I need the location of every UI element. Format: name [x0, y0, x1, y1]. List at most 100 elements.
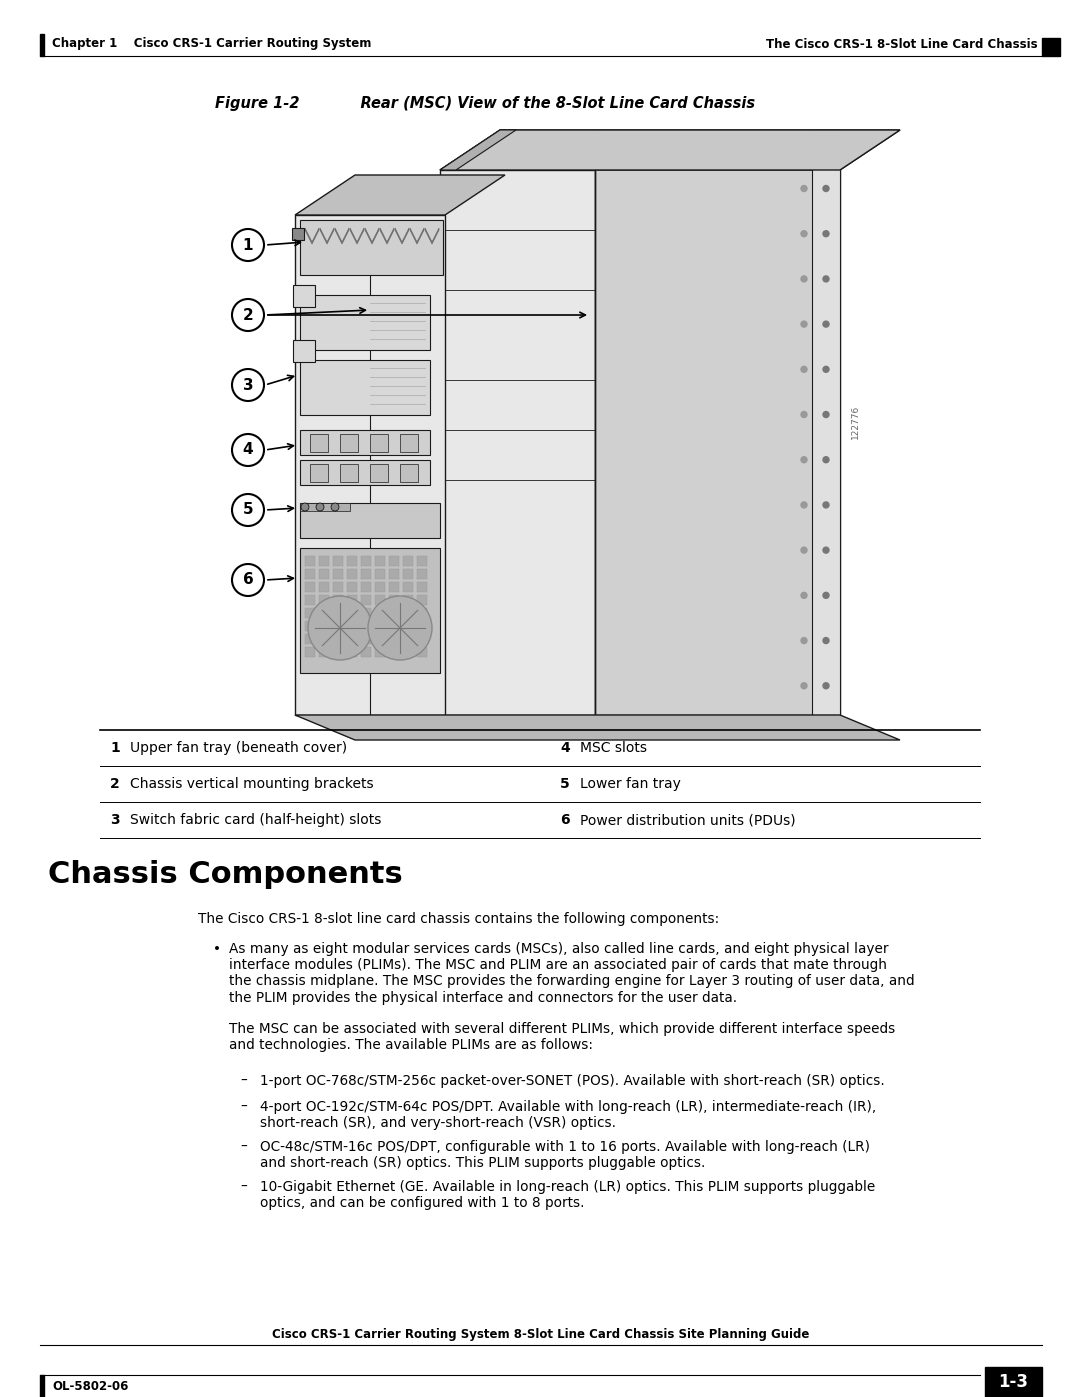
Bar: [305, 595, 315, 605]
Bar: [300, 430, 430, 455]
Circle shape: [368, 597, 432, 659]
Text: 1-port OC-768c/STM-256c packet-over-SONET (POS). Available with short-reach (SR): 1-port OC-768c/STM-256c packet-over-SONE…: [260, 1074, 885, 1088]
Bar: [417, 583, 427, 592]
Bar: [440, 170, 595, 715]
Bar: [319, 622, 329, 631]
Text: Chapter 1    Cisco CRS-1 Carrier Routing System: Chapter 1 Cisco CRS-1 Carrier Routing Sy…: [52, 38, 372, 50]
Bar: [403, 622, 413, 631]
Bar: [375, 647, 384, 657]
Bar: [1042, 38, 1059, 56]
Bar: [40, 34, 44, 56]
Text: 2: 2: [243, 307, 254, 323]
Bar: [595, 130, 840, 715]
Bar: [300, 503, 440, 538]
Bar: [417, 622, 427, 631]
Text: 10-Gigabit Ethernet (GE. Available in long-reach (LR) optics. This PLIM supports: 10-Gigabit Ethernet (GE. Available in lo…: [260, 1180, 875, 1210]
Text: Power distribution units (PDUs): Power distribution units (PDUs): [580, 813, 796, 827]
Bar: [305, 647, 315, 657]
Text: 4: 4: [561, 740, 570, 754]
Bar: [300, 295, 430, 351]
Text: 4: 4: [243, 443, 254, 457]
Text: The MSC can be associated with several different PLIMs, which provide different : The MSC can be associated with several d…: [229, 1023, 895, 1052]
Bar: [347, 608, 357, 617]
Bar: [340, 434, 357, 453]
Circle shape: [801, 457, 807, 462]
Bar: [400, 434, 418, 453]
Circle shape: [823, 637, 829, 644]
Bar: [40, 1375, 44, 1397]
Text: Chassis vertical mounting brackets: Chassis vertical mounting brackets: [130, 777, 374, 791]
Bar: [375, 583, 384, 592]
Circle shape: [316, 503, 324, 511]
Bar: [417, 608, 427, 617]
Polygon shape: [335, 228, 349, 244]
Bar: [347, 647, 357, 657]
Text: 2: 2: [110, 777, 120, 791]
Bar: [292, 228, 303, 240]
Bar: [347, 569, 357, 578]
Bar: [370, 434, 388, 453]
Circle shape: [823, 548, 829, 553]
Circle shape: [232, 495, 264, 527]
Circle shape: [823, 231, 829, 236]
Bar: [305, 634, 315, 644]
Bar: [300, 460, 430, 485]
Bar: [417, 569, 427, 578]
Bar: [300, 503, 350, 511]
Bar: [389, 583, 399, 592]
Polygon shape: [295, 175, 505, 215]
Bar: [333, 569, 343, 578]
Bar: [375, 569, 384, 578]
Bar: [305, 622, 315, 631]
Bar: [389, 595, 399, 605]
Text: Figure 1-2: Figure 1-2: [215, 96, 299, 110]
Bar: [293, 285, 315, 307]
Circle shape: [801, 277, 807, 282]
Polygon shape: [395, 228, 409, 244]
Bar: [400, 464, 418, 482]
Bar: [403, 634, 413, 644]
Bar: [319, 569, 329, 578]
Bar: [340, 464, 357, 482]
Bar: [319, 608, 329, 617]
Circle shape: [823, 366, 829, 373]
Bar: [417, 595, 427, 605]
Bar: [403, 595, 413, 605]
Bar: [403, 647, 413, 657]
Bar: [300, 548, 440, 673]
Bar: [389, 556, 399, 566]
Text: OL-5802-06: OL-5802-06: [52, 1379, 129, 1393]
Circle shape: [801, 412, 807, 418]
Bar: [370, 464, 388, 482]
Circle shape: [801, 683, 807, 689]
Bar: [347, 595, 357, 605]
Bar: [333, 595, 343, 605]
Bar: [347, 622, 357, 631]
Bar: [347, 583, 357, 592]
Circle shape: [823, 186, 829, 191]
Circle shape: [823, 412, 829, 418]
Text: –: –: [240, 1180, 246, 1194]
Circle shape: [232, 434, 264, 467]
Text: Lower fan tray: Lower fan tray: [580, 777, 680, 791]
Text: 3: 3: [110, 813, 120, 827]
Polygon shape: [380, 228, 394, 244]
Text: 6: 6: [243, 573, 254, 588]
Bar: [347, 556, 357, 566]
Bar: [333, 634, 343, 644]
Text: 122776: 122776: [851, 405, 860, 439]
Circle shape: [801, 592, 807, 598]
Bar: [305, 608, 315, 617]
Bar: [319, 583, 329, 592]
Bar: [300, 219, 443, 275]
Text: •: •: [213, 942, 221, 956]
Text: Rear (MSC) View of the 8-Slot Line Card Chassis: Rear (MSC) View of the 8-Slot Line Card …: [340, 96, 755, 110]
Bar: [417, 647, 427, 657]
Text: MSC slots: MSC slots: [580, 740, 647, 754]
Text: Switch fabric card (half-height) slots: Switch fabric card (half-height) slots: [130, 813, 381, 827]
Circle shape: [823, 321, 829, 327]
Bar: [305, 556, 315, 566]
Polygon shape: [305, 228, 319, 244]
Bar: [361, 634, 372, 644]
Circle shape: [801, 186, 807, 191]
